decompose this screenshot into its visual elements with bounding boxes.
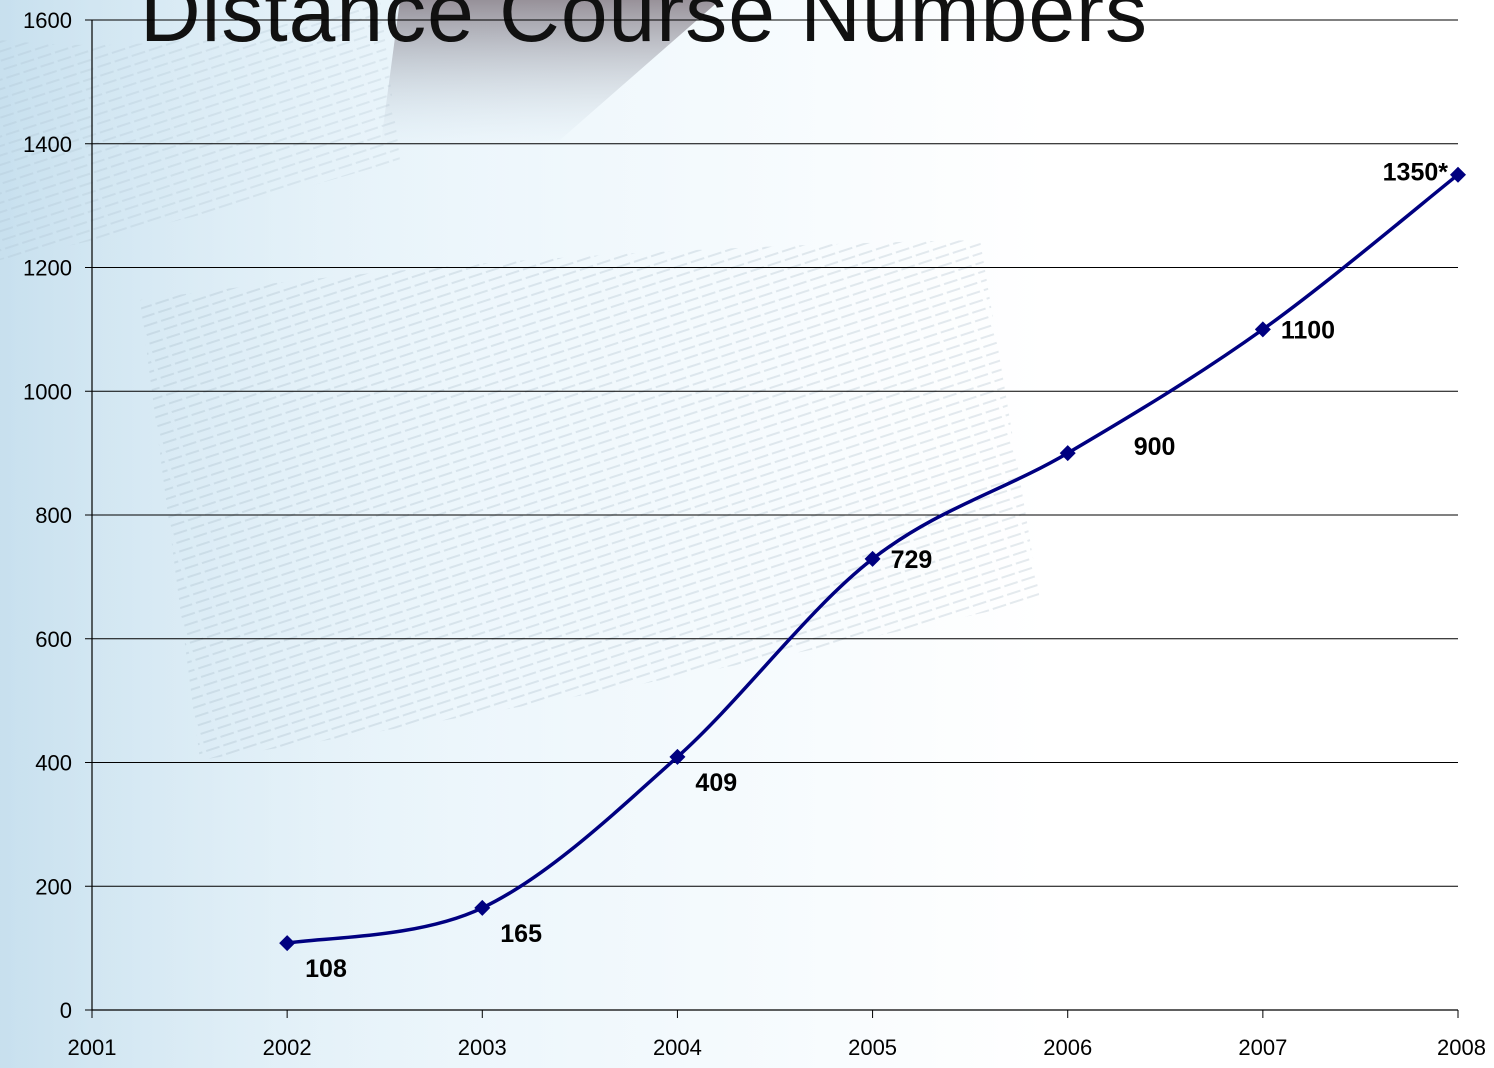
data-label: 1350* <box>1383 159 1449 187</box>
y-tick-label: 600 <box>35 627 72 652</box>
x-tick-label: 2005 <box>848 1035 897 1060</box>
y-tick-label: 1200 <box>23 256 72 281</box>
x-tick-label: 2003 <box>458 1035 507 1060</box>
y-tick-label: 0 <box>60 998 72 1023</box>
x-tick-label: 2004 <box>653 1035 702 1060</box>
data-point-marker <box>279 935 296 952</box>
x-axis-ticks: 2001 2002 2003 2004 2005 2006 2007 2008 <box>68 1035 1486 1060</box>
y-tick-label: 1000 <box>23 379 72 404</box>
data-label: 729 <box>891 546 933 574</box>
y-tick-label: 1400 <box>23 132 72 157</box>
gridlines <box>92 19 1458 887</box>
data-markers <box>279 166 1466 952</box>
data-label: 1100 <box>1281 316 1335 344</box>
x-tick-label: 2002 <box>263 1035 312 1060</box>
x-tick-label: 2001 <box>68 1035 117 1060</box>
data-label: 165 <box>500 920 542 948</box>
y-tick-label: 800 <box>35 503 72 528</box>
data-point-marker <box>1254 321 1271 338</box>
data-point-marker <box>1450 166 1466 183</box>
x-tick-label: 2008 <box>1437 1035 1486 1060</box>
data-label: 108 <box>305 955 347 983</box>
slide-title: Distance Course Numbers <box>140 0 1149 59</box>
data-label: 900 <box>1134 433 1176 461</box>
y-tick-label: 400 <box>35 751 72 776</box>
axes <box>85 19 1459 1018</box>
data-point-marker <box>864 550 881 567</box>
data-point-marker <box>669 748 686 765</box>
data-point-marker <box>474 899 491 916</box>
y-tick-label: 1600 <box>23 8 72 33</box>
x-tick-label: 2006 <box>1043 1035 1092 1060</box>
data-labels: 108 165 409 729 900 1100 1350* <box>305 159 1448 983</box>
y-axis-ticks: 0 200 400 600 800 1000 1200 1400 1600 <box>23 8 72 1023</box>
data-label: 409 <box>695 769 737 797</box>
data-point-marker <box>1059 445 1076 462</box>
x-tick-label: 2007 <box>1238 1035 1287 1060</box>
y-tick-label: 200 <box>35 874 72 899</box>
